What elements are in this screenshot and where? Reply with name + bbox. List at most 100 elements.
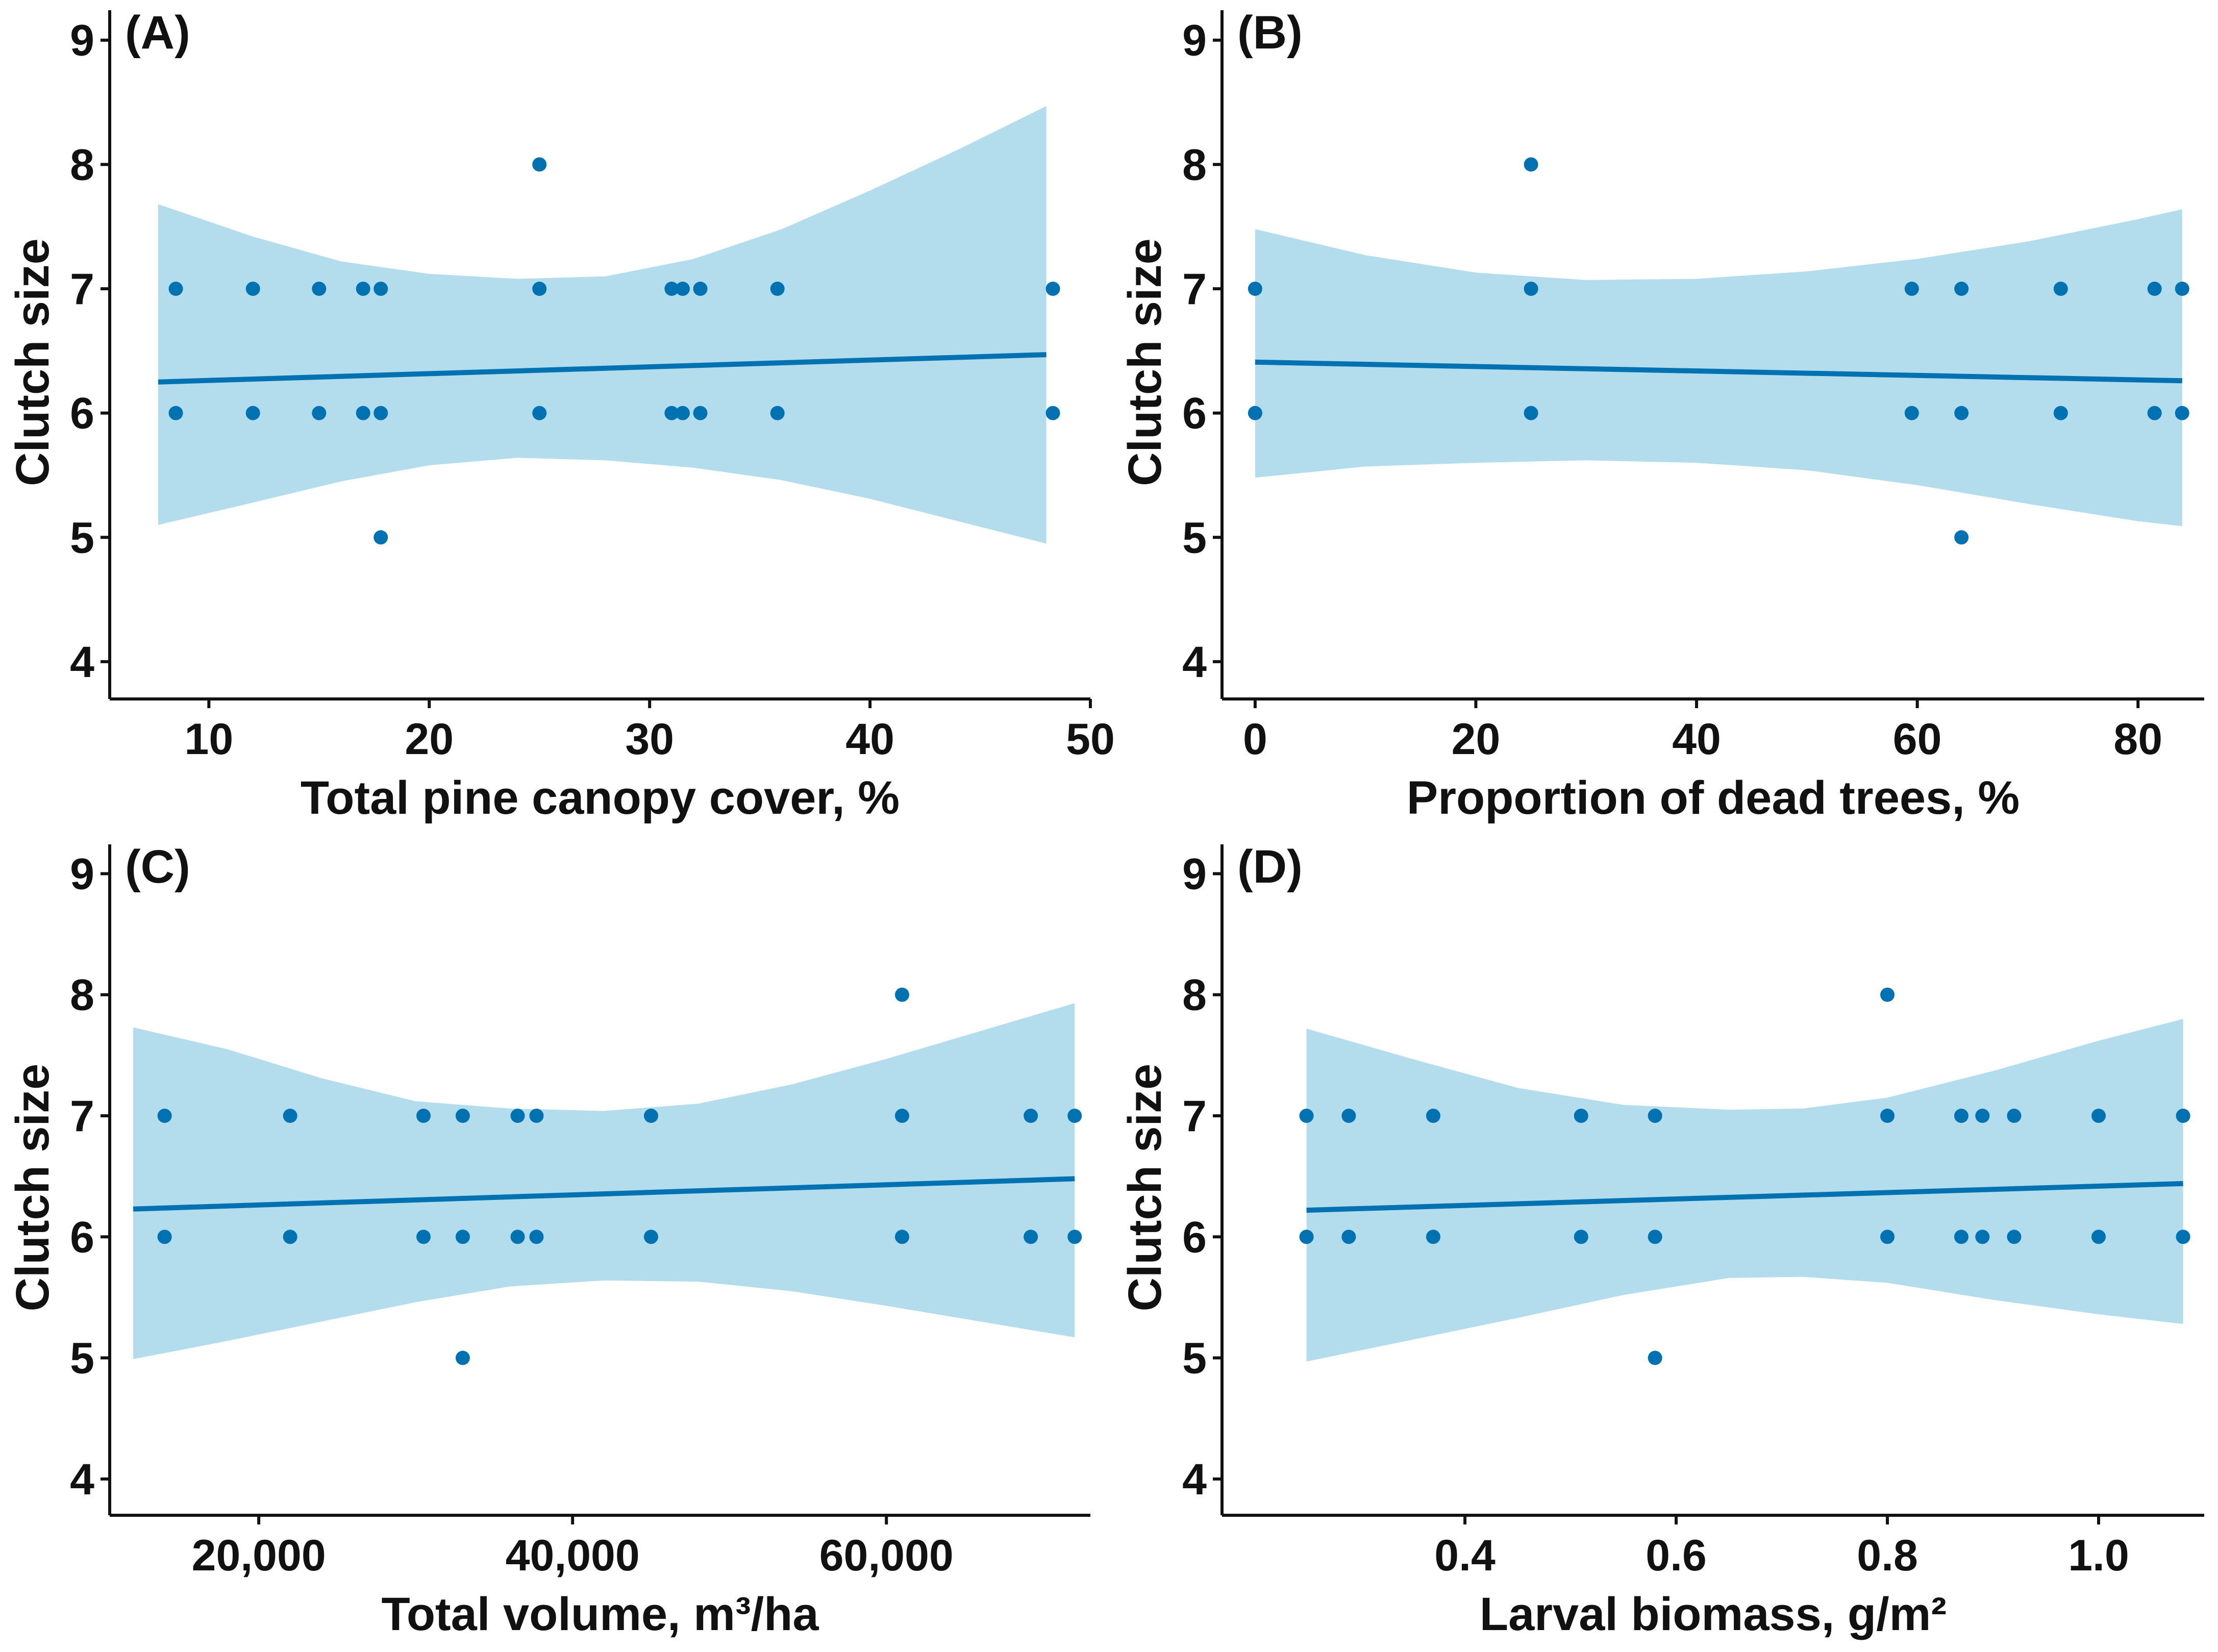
panel-label: (B) [1237,7,1303,59]
data-point [2176,1230,2190,1244]
x-axis-title: Total pine canopy cover, % [301,772,900,824]
panel-a: 4 5 6 7 8 9 10 20 30 40 50 Total pine canopy cover,… [7,7,1115,824]
y-tick-label: 6 [1182,1213,1207,1262]
x-tick-label: 0 [1243,715,1267,764]
data-point [1248,282,1262,296]
y-tick-label: 8 [70,971,94,1020]
data-point [2007,1230,2022,1244]
data-point [532,157,547,172]
data-point [1426,1230,1440,1244]
x-tick-label: 30 [625,715,674,764]
data-point [1067,1109,1082,1123]
data-point [1648,1230,1662,1244]
data-point [894,987,909,1002]
data-point [664,282,679,296]
data-point [416,1109,431,1123]
data-point [1954,530,1969,545]
panel-label: (C) [125,841,190,893]
panel-d: 4 5 6 7 8 9 0.4 0.6 0.8 1.0 Larval biomass, g/m² Cl… [1119,841,2204,1640]
data-point [455,1230,470,1244]
y-tick-label: 8 [70,140,94,189]
y-tick-label: 4 [70,638,94,687]
data-point [770,406,785,420]
data-point [2053,406,2068,420]
y-tick-label: 9 [1182,16,1207,65]
data-point [312,282,327,296]
data-point [529,1230,544,1244]
panel-label: (A) [125,7,190,59]
regression-line [133,1176,1075,1212]
regression-line [1255,359,2182,384]
x-tick-label: 20,000 [192,1531,326,1580]
panel-label: (D) [1237,841,1303,893]
data-point [157,1109,172,1123]
y-axis-title: Clutch size [1119,238,1171,486]
data-point [1341,1109,1356,1123]
data-point [1045,406,1060,420]
x-tick-label: 20 [405,715,454,764]
data-point [693,282,708,296]
data-point [416,1230,431,1244]
data-point [1299,1109,1314,1123]
data-point [455,1350,470,1365]
y-tick-label: 7 [1182,1092,1207,1141]
y-tick-label: 7 [70,265,94,314]
x-tick-label: 50 [1066,715,1115,764]
data-point [2091,1230,2106,1244]
y-tick-label: 7 [1182,265,1207,314]
x-axis-title: Total volume, m³/ha [381,1588,819,1640]
y-tick-label: 5 [1182,1334,1207,1383]
data-point [2147,282,2162,296]
data-point [1648,1350,1662,1365]
data-point [1426,1109,1440,1123]
data-point [675,406,690,420]
data-point [2007,1109,2022,1123]
data-point [1975,1109,1990,1123]
confidence-band [158,106,1046,544]
x-tick-label: 60,000 [819,1531,954,1580]
data-point [356,406,370,420]
data-point [1574,1109,1588,1123]
y-tick-label: 4 [1182,1455,1207,1504]
y-tick-label: 7 [70,1092,94,1141]
x-axis-title: Proportion of dead trees, % [1407,772,2020,824]
data-point [532,282,547,296]
x-tick-label: 80 [2113,715,2162,764]
y-tick-label: 8 [1182,971,1207,1020]
confidence-band [1255,209,2182,527]
data-point [894,1109,909,1123]
y-tick-label: 9 [70,849,94,898]
data-point [373,406,388,420]
confidence-band [1306,1019,2183,1362]
x-tick-label: 20 [1452,715,1501,764]
data-point [1299,1230,1314,1244]
data-point [2091,1109,2106,1123]
data-point [2053,282,2068,296]
data-point [1904,282,1919,296]
data-point [1954,282,1969,296]
data-point [1954,1109,1968,1123]
data-point [693,406,708,420]
x-tick-label: 10 [185,715,234,764]
x-tick-label: 1.0 [2068,1531,2129,1580]
confidence-band [133,1003,1075,1359]
data-point [283,1109,297,1123]
x-tick-label: 0.4 [1434,1531,1496,1580]
data-point [356,282,370,296]
data-point [532,406,547,420]
y-tick-label: 6 [70,1213,94,1262]
y-axis-title: Clutch size [7,1064,59,1312]
x-axis-title: Larval biomass, g/m² [1480,1588,1947,1640]
x-tick-label: 40,000 [506,1531,640,1580]
data-point [770,282,785,296]
data-point [168,406,183,420]
x-tick-label: 60 [1893,715,1942,764]
y-tick-label: 5 [1182,513,1207,562]
y-tick-label: 9 [70,16,94,65]
y-tick-label: 8 [1182,140,1207,189]
y-tick-label: 5 [70,1334,94,1383]
data-point [529,1109,544,1123]
y-tick-label: 4 [70,1455,94,1504]
